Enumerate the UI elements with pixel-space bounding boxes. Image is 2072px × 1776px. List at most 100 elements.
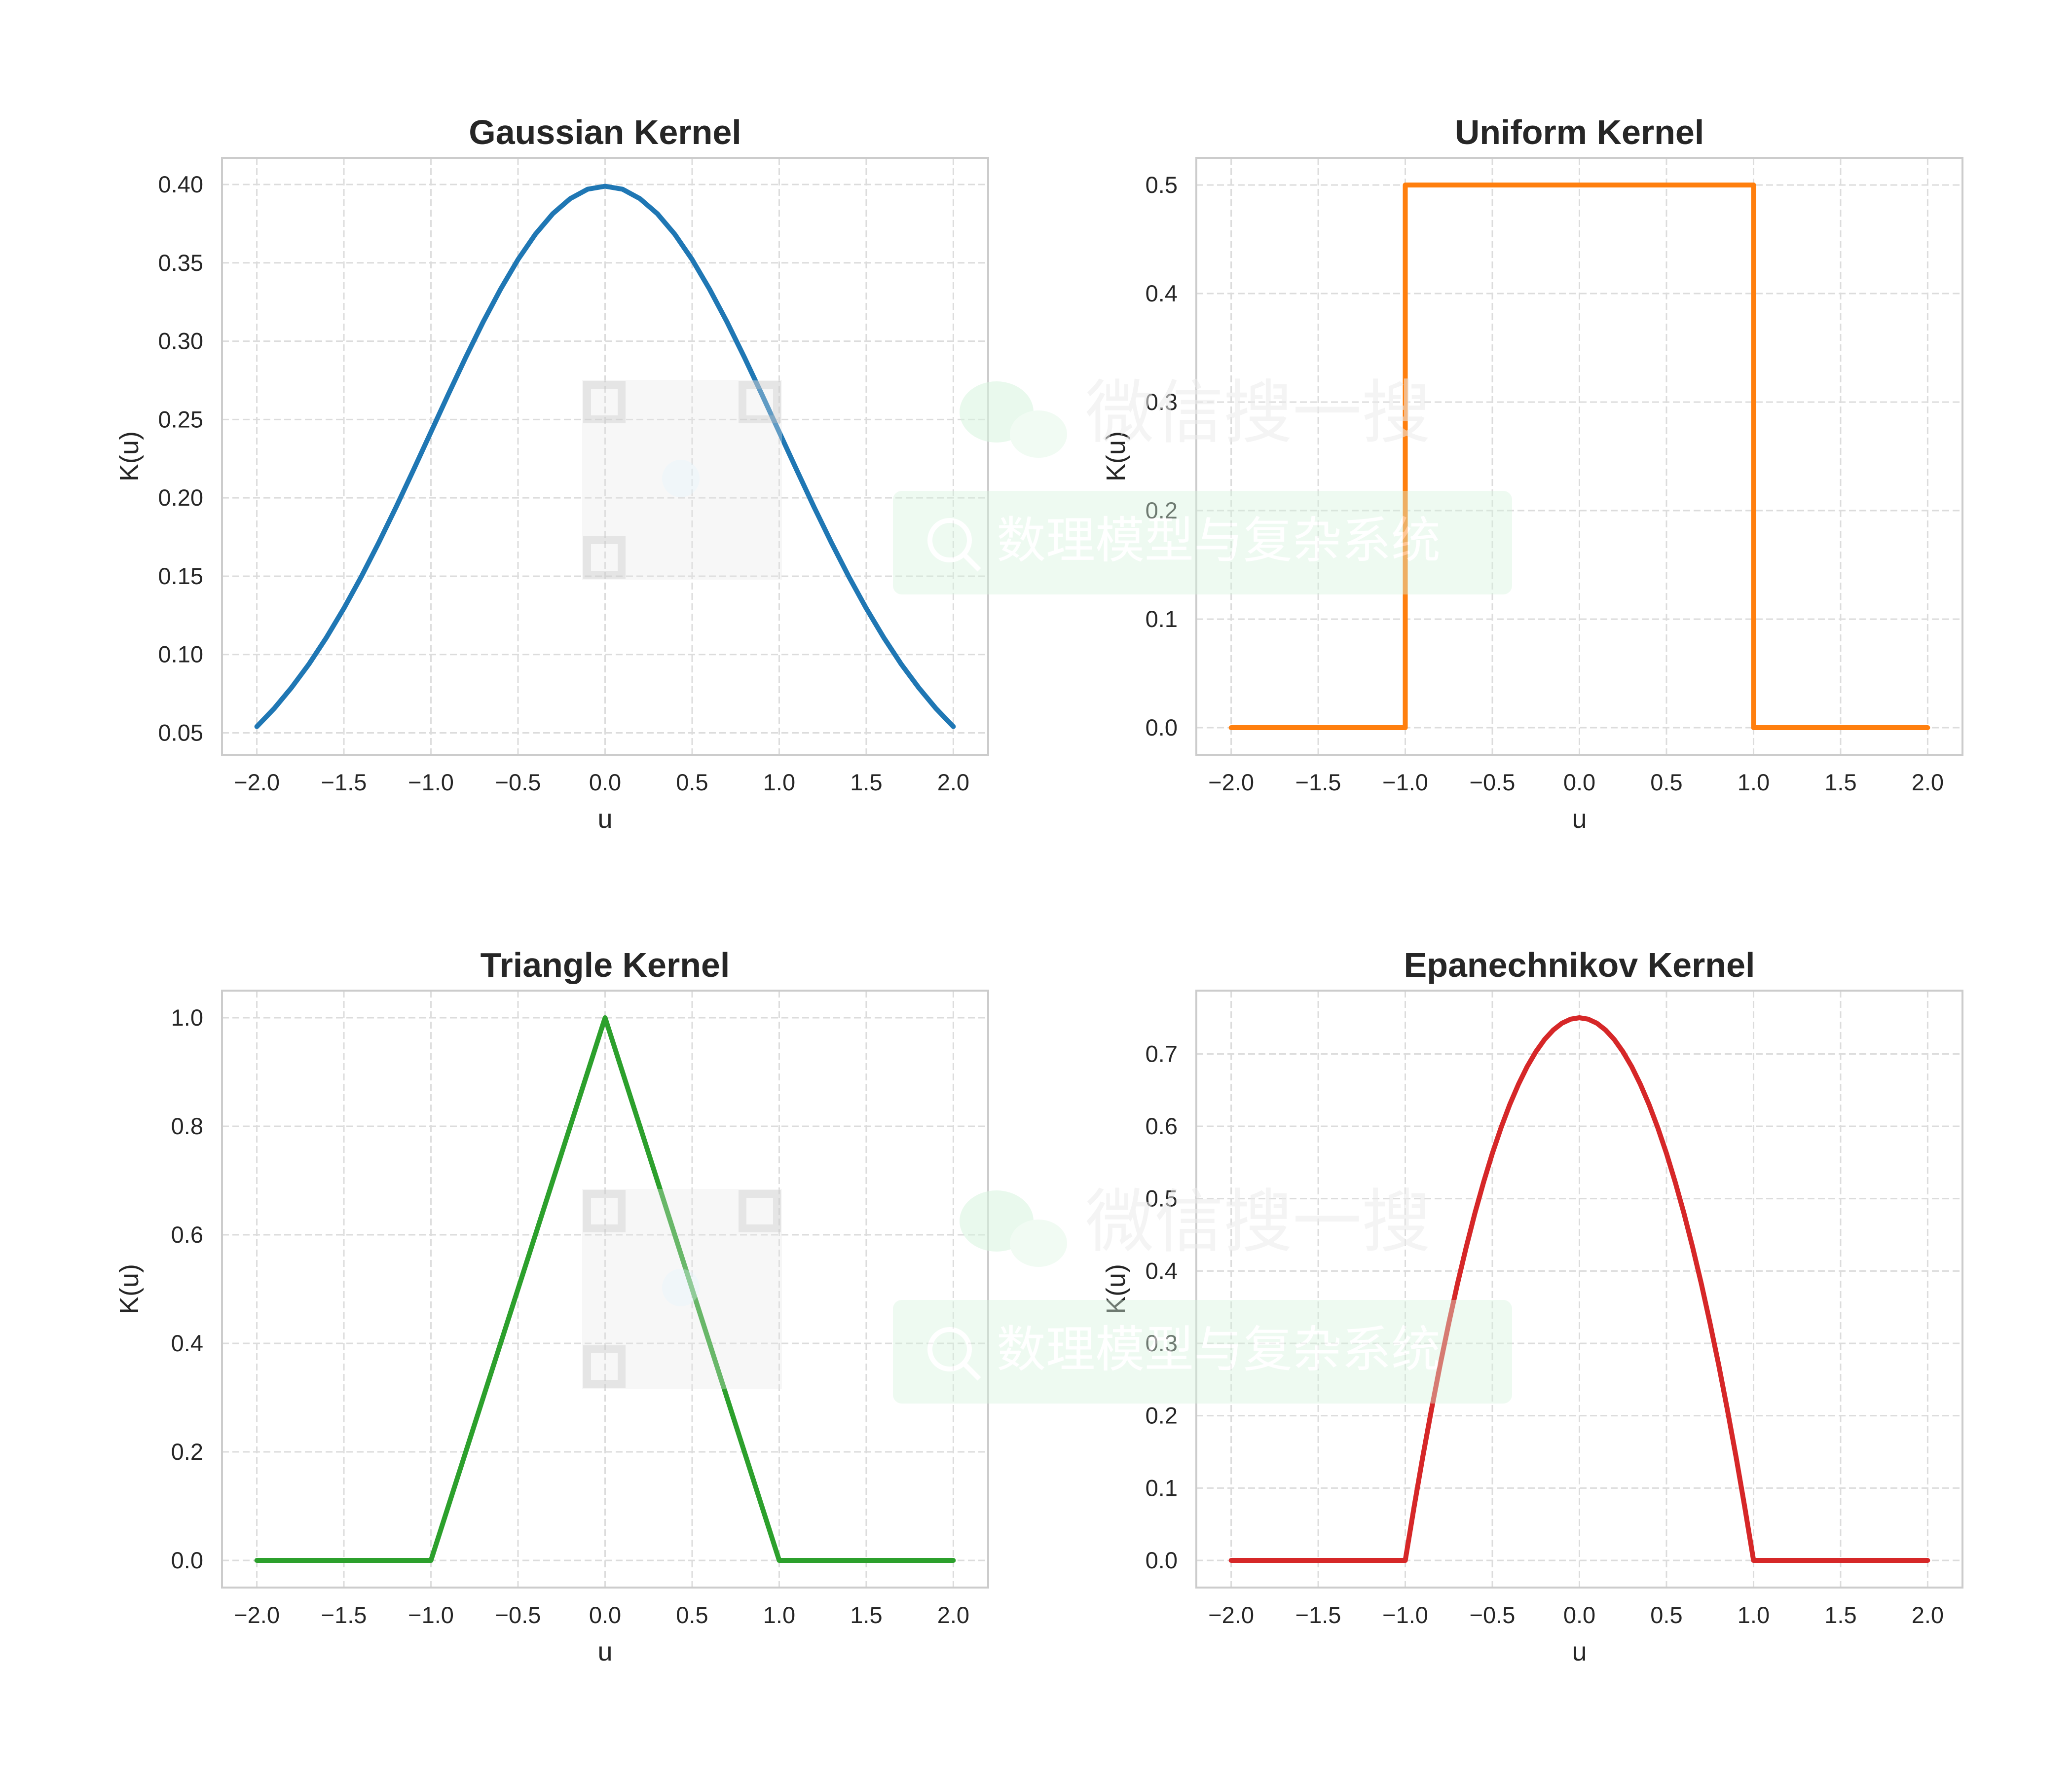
- axes-frame: [221, 157, 989, 756]
- y-tick-label: 0.8: [171, 1113, 203, 1139]
- y-tick-label: 0.05: [158, 720, 203, 746]
- y-tick-label: 1.0: [171, 1004, 203, 1031]
- x-tick-label: 0.5: [1650, 1602, 1682, 1628]
- x-tick-label: −1.0: [408, 1602, 454, 1628]
- watermark-brand: 微信搜一搜: [1085, 1182, 1431, 1262]
- x-axis-label: u: [597, 804, 612, 834]
- watermark-bottom: 微信搜一搜 数理模型与复杂系统: [582, 1182, 1512, 1404]
- watermark-search-box: [893, 491, 1512, 594]
- qr-code-icon: [582, 380, 782, 580]
- x-tick-label: −0.5: [495, 769, 541, 795]
- x-tick-label: 1.0: [763, 769, 795, 795]
- x-tick-label: 0.5: [1650, 769, 1682, 795]
- y-tick-label: 0.5: [1146, 1185, 1178, 1212]
- y-axis-label: K(u): [114, 431, 144, 481]
- y-tick-label: 0.3: [1146, 389, 1178, 415]
- subplot-4: −2.0 −1.5 −1.0 −0.5 0.0 0.5 1.0 1.5 2.0 0.0 0.1 0.2…: [1101, 946, 1963, 1666]
- x-tick-label: −2.0: [234, 769, 280, 795]
- watermark-top: 微信搜一搜 数理模型与复杂系统: [582, 373, 1512, 594]
- x-tick-label: −2.0: [234, 1602, 280, 1628]
- y-tick-label: 0.35: [158, 250, 203, 276]
- watermark-search-box: [893, 1300, 1512, 1404]
- y-tick-label: 0.7: [1146, 1040, 1178, 1067]
- x-tick-label: 0.0: [1563, 769, 1595, 795]
- subplot-title: Gaussian Kernel: [469, 113, 741, 151]
- x-tick-label: −1.5: [1295, 769, 1341, 795]
- subplot-3: −2.0 −1.5 −1.0 −0.5 0.0 0.5 1.0 1.5 2.0 0.0 0.2 0.4…: [114, 946, 989, 1666]
- y-tick-label: 0.0: [1146, 714, 1178, 740]
- x-tick-label: 0.0: [1563, 1602, 1595, 1628]
- x-tick-label: 0.0: [589, 1602, 621, 1628]
- axes-frame: [1195, 157, 1963, 756]
- x-tick-label: −1.5: [321, 769, 367, 795]
- axes-frame: [1195, 990, 1963, 1589]
- y-tick-label: 0.4: [1146, 280, 1178, 306]
- y-tick-label: 0.1: [1146, 1475, 1178, 1501]
- y-tick-label: 0.2: [1146, 497, 1178, 523]
- x-tick-label: −0.5: [495, 1602, 541, 1628]
- x-tick-label: 0.5: [676, 769, 708, 795]
- x-tick-label: 2.0: [1912, 1602, 1944, 1628]
- x-axis-label: u: [1572, 1637, 1587, 1666]
- watermark-brand: 微信搜一搜: [1085, 373, 1431, 453]
- x-tick-label: 2.0: [937, 1602, 969, 1628]
- y-tick-label: 0.0: [171, 1547, 203, 1573]
- series-line: [1228, 1015, 1930, 1563]
- y-axis-label: K(u): [1101, 1264, 1131, 1314]
- x-tick-label: 1.0: [763, 1602, 795, 1628]
- y-axis-label: K(u): [114, 1264, 144, 1314]
- y-tick-label: 0.30: [158, 328, 203, 354]
- subplots: −2.0 −1.5 −1.0 −0.5 0.0 0.5 1.0 1.5 2.0 0.05 0.10 0…: [114, 113, 1963, 1666]
- subplot-title: Triangle Kernel: [481, 946, 730, 984]
- x-tick-label: −1.5: [321, 1602, 367, 1628]
- series-line: [1228, 183, 1930, 730]
- y-tick-label: 0.20: [158, 484, 203, 511]
- y-tick-label: 0.2: [171, 1439, 203, 1465]
- y-tick-label: 0.6: [171, 1221, 203, 1248]
- axes-frame: [221, 990, 989, 1589]
- x-tick-label: −1.5: [1295, 1602, 1341, 1628]
- y-tick-label: 0.0: [1146, 1547, 1178, 1573]
- x-tick-label: 0.0: [589, 769, 621, 795]
- x-tick-label: 1.5: [850, 1602, 882, 1628]
- search-icon: [927, 1327, 981, 1381]
- watermark-layer: 微信搜一搜 数理模型与复杂系统: [582, 373, 1512, 1404]
- x-tick-label: 1.5: [1824, 1602, 1856, 1628]
- y-tick-label: 0.1: [1146, 606, 1178, 632]
- y-tick-label: 0.15: [158, 563, 203, 589]
- subplot-2: −2.0 −1.5 −1.0 −0.5 0.0 0.5 1.0 1.5 2.0 0.0 0.1 0.2…: [1101, 113, 1963, 834]
- qr-code-icon: [582, 1189, 782, 1389]
- x-tick-label: 1.0: [1738, 769, 1770, 795]
- subplot-title: Epanechnikov Kernel: [1404, 946, 1755, 984]
- x-tick-label: −0.5: [1470, 1602, 1516, 1628]
- y-tick-label: 0.40: [158, 171, 203, 197]
- subplot-title: Uniform Kernel: [1455, 113, 1704, 151]
- wechat-icon: [960, 381, 1067, 458]
- x-axis-label: u: [597, 1637, 612, 1666]
- x-tick-label: 0.5: [676, 1602, 708, 1628]
- x-tick-label: 1.5: [850, 769, 882, 795]
- watermark-search-text: 数理模型与复杂系统: [997, 1321, 1441, 1378]
- y-tick-label: 0.25: [158, 406, 203, 432]
- y-tick-label: 0.4: [1146, 1258, 1178, 1284]
- x-tick-label: 2.0: [937, 769, 969, 795]
- x-tick-label: −2.0: [1208, 769, 1254, 795]
- x-tick-label: −1.0: [1382, 1602, 1428, 1628]
- x-tick-label: 1.5: [1824, 769, 1856, 795]
- watermark-search-text: 数理模型与复杂系统: [997, 512, 1441, 569]
- series-line: [254, 184, 956, 729]
- x-tick-label: −1.0: [1382, 769, 1428, 795]
- y-tick-label: 0.3: [1146, 1330, 1178, 1356]
- x-tick-label: −1.0: [408, 769, 454, 795]
- y-tick-label: 0.5: [1146, 172, 1178, 198]
- x-tick-label: −0.5: [1470, 769, 1516, 795]
- x-tick-label: 2.0: [1912, 769, 1944, 795]
- x-axis-label: u: [1572, 804, 1587, 834]
- subplot-1: −2.0 −1.5 −1.0 −0.5 0.0 0.5 1.0 1.5 2.0 0.05 0.10 0…: [114, 113, 989, 834]
- y-tick-label: 0.4: [171, 1330, 203, 1356]
- wechat-icon: [960, 1190, 1067, 1267]
- search-icon: [927, 518, 981, 572]
- y-tick-label: 0.10: [158, 641, 203, 667]
